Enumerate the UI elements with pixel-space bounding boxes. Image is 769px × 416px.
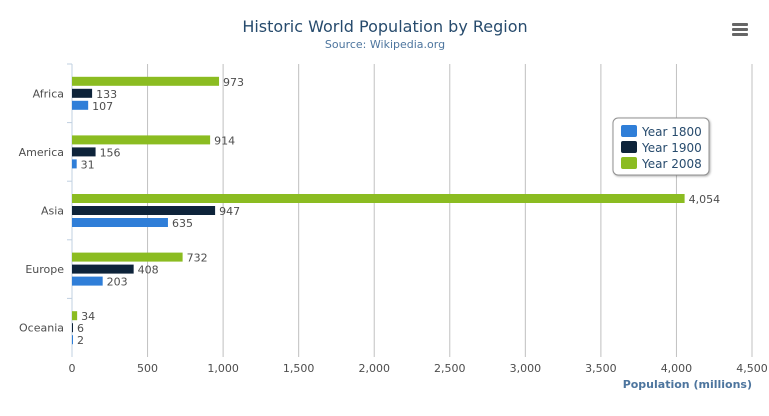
- legend-item: Year 1800: [641, 125, 702, 139]
- bar: [72, 264, 134, 274]
- legend-item: Year 1900: [641, 141, 702, 155]
- bar: [72, 194, 685, 203]
- chart-subtitle: Source: Wikipedia.org: [325, 38, 445, 51]
- data-label: 4,054: [689, 193, 721, 206]
- bar: [72, 335, 73, 345]
- x-tick-label: 0: [69, 362, 76, 375]
- bar: [72, 252, 183, 262]
- data-label: 914: [214, 134, 235, 147]
- data-label: 973: [223, 76, 244, 89]
- x-tick-label: 2,000: [358, 362, 390, 375]
- bar: [72, 276, 103, 286]
- y-tick-label: Europe: [25, 263, 64, 276]
- bar: [72, 135, 211, 145]
- y-tick-label: America: [19, 146, 64, 159]
- data-label: 6: [77, 322, 84, 335]
- x-axis-title: Population (millions): [623, 378, 752, 391]
- bar: [72, 323, 73, 333]
- chart-title: Historic World Population by Region: [242, 17, 527, 36]
- x-tick-label: 2,500: [434, 362, 466, 375]
- y-tick-label: Asia: [41, 205, 64, 218]
- y-tick-label: Oceania: [19, 322, 64, 335]
- x-tick-label: 1,000: [207, 362, 239, 375]
- legend-swatch: [621, 141, 637, 153]
- data-label: 31: [81, 158, 95, 171]
- bar: [72, 218, 168, 227]
- x-tick-label: 4,500: [736, 362, 768, 375]
- x-tick-label: 4,000: [661, 362, 693, 375]
- data-label: 2: [77, 334, 84, 347]
- legend-item: Year 2008: [641, 157, 702, 171]
- data-label: 732: [187, 252, 208, 265]
- x-tick-label: 1,500: [283, 362, 315, 375]
- data-label: 133: [96, 88, 117, 101]
- bar: [72, 100, 89, 110]
- bar: [72, 206, 216, 215]
- data-label: 107: [92, 100, 113, 113]
- bar: [72, 159, 77, 169]
- bar: [72, 76, 220, 86]
- legend-swatch: [621, 157, 637, 169]
- data-label: 156: [100, 146, 121, 159]
- bar: [72, 88, 93, 98]
- x-tick-label: 500: [137, 362, 158, 375]
- data-label: 408: [138, 264, 159, 277]
- x-tick-label: 3,500: [585, 362, 617, 375]
- legend-swatch: [621, 125, 637, 137]
- bar: [72, 147, 96, 157]
- y-tick-label: Africa: [33, 87, 64, 100]
- data-label: 947: [219, 205, 240, 218]
- x-tick-label: 3,000: [510, 362, 542, 375]
- data-label: 203: [107, 276, 128, 289]
- bar: [72, 311, 78, 321]
- hamburger-menu-icon[interactable]: [732, 23, 748, 36]
- data-label: 635: [172, 217, 193, 230]
- data-label: 34: [81, 310, 95, 323]
